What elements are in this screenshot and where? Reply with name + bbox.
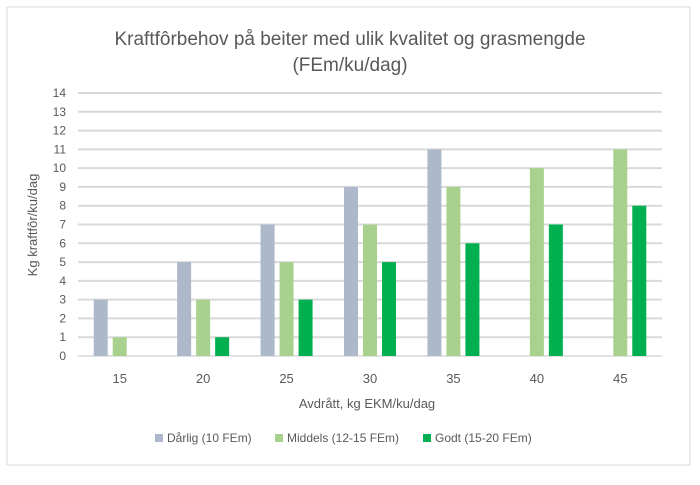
- y-tick-label: 9: [59, 180, 66, 194]
- bar-godt: [548, 224, 563, 356]
- y-tick-label: 4: [59, 274, 66, 288]
- y-tick-label: 12: [53, 124, 67, 138]
- y-tick-label: 0: [59, 349, 66, 363]
- bar-godt: [215, 337, 230, 356]
- x-axis-label: Avdrått, kg EKM/ku/dag: [299, 396, 435, 411]
- y-tick-label: 6: [59, 236, 66, 250]
- y-tick-label: 5: [59, 255, 66, 269]
- legend-swatch: [423, 434, 431, 442]
- bar-middels: [363, 224, 377, 356]
- y-tick-label: 10: [53, 161, 67, 175]
- bar-middels: [529, 168, 544, 356]
- y-tick-label: 1: [59, 330, 66, 344]
- y-tick-label: 2: [59, 311, 66, 325]
- chart-title-line2: (FEm/ku/dag): [292, 55, 407, 76]
- x-tick-label: 20: [196, 371, 210, 386]
- bar-middels: [613, 149, 628, 356]
- x-tick-label: 35: [446, 371, 460, 386]
- y-axis-label: Kg kraftfôr/ku/dag: [25, 174, 40, 277]
- legend-swatch: [155, 434, 163, 442]
- bar-middels: [446, 186, 461, 356]
- bar-middels: [279, 262, 294, 356]
- y-tick-label: 7: [59, 218, 66, 232]
- y-tick-label: 11: [54, 142, 67, 156]
- x-tick-label: 15: [112, 371, 126, 386]
- bar-godt: [382, 262, 396, 356]
- y-tick-label: 13: [53, 105, 67, 119]
- bar-dårlig: [177, 262, 192, 356]
- legend-label: Godt (15-20 FEm): [435, 431, 532, 445]
- legend-label: Dårlig (10 FEm): [167, 431, 252, 445]
- bar-dårlig: [93, 299, 108, 356]
- legend-label: Middels (12-15 FEm): [287, 431, 399, 445]
- bar-godt: [298, 299, 313, 356]
- bar-middels: [196, 299, 211, 356]
- bar-godt: [632, 205, 647, 356]
- x-tick-label: 25: [279, 371, 293, 386]
- y-tick-label: 14: [53, 86, 67, 100]
- bar-dårlig: [344, 186, 358, 356]
- bar-dårlig: [260, 224, 275, 356]
- bar-dårlig: [427, 149, 442, 356]
- bar-godt: [465, 243, 480, 356]
- y-tick-label: 3: [59, 293, 66, 307]
- x-tick-label: 45: [613, 371, 627, 386]
- chart-title-line1: Kraftfôrbehov på beiter med ulik kvalite…: [114, 29, 585, 50]
- y-tick-label: 8: [59, 199, 66, 213]
- legend-swatch: [275, 434, 283, 442]
- x-tick-label: 40: [530, 371, 544, 386]
- x-tick-label: 30: [363, 371, 377, 386]
- bar-middels: [112, 337, 127, 356]
